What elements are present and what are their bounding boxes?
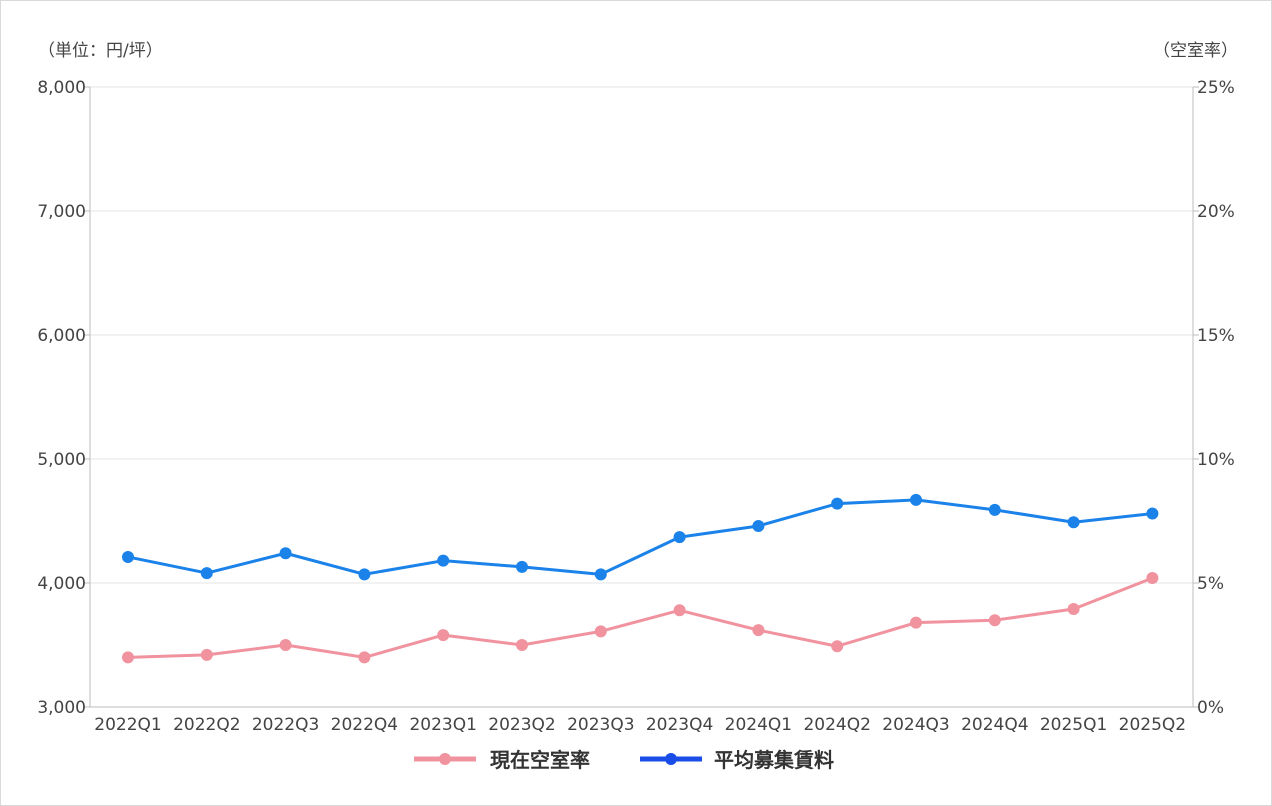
- legend: 現在空室率 平均募集賃料: [414, 748, 834, 772]
- legend-swatch-rent-dot: [665, 753, 677, 765]
- data-point-vacancy: [122, 651, 134, 664]
- y-right-tick-label: 5%: [1197, 574, 1224, 594]
- legend-swatch-vacancy-dot: [439, 753, 451, 765]
- data-point-rent: [752, 519, 765, 532]
- data-point-rent: [279, 547, 292, 560]
- data-point-rent: [673, 531, 686, 544]
- data-point-vacancy: [752, 624, 765, 637]
- data-point-rent: [1067, 516, 1080, 529]
- gridlines: [90, 86, 1193, 584]
- data-point-vacancy: [1146, 572, 1159, 585]
- series-line-rent: [127, 498, 1153, 576]
- x-tick-label: 2024Q4: [961, 715, 1028, 735]
- x-tick-label: 2023Q1: [409, 715, 476, 735]
- x-tick-label: 2024Q3: [882, 715, 949, 735]
- data-point-vacancy: [437, 629, 450, 642]
- left-unit-label: （単位：円/坪）: [38, 41, 163, 61]
- x-tick-labels: 2022Q1 2022Q2 2022Q3 2022Q4 2023Q1 2023Q2 2023…: [94, 715, 1186, 735]
- x-tick-label: 2022Q4: [331, 715, 398, 735]
- data-point-vacancy: [831, 640, 844, 653]
- series-layer: [122, 493, 1159, 664]
- x-tick-label: 2024Q2: [803, 715, 870, 735]
- y-left-tick-label: 3,000: [37, 698, 86, 718]
- data-point-vacancy: [1067, 603, 1080, 616]
- x-tick-label: 2022Q2: [173, 715, 240, 735]
- y-right-tick-label: 20%: [1197, 202, 1235, 222]
- y-left-tick-labels: 3,000 4,000 5,000 6,000 7,000 8,000: [37, 78, 86, 718]
- x-tick-label: 2025Q2: [1119, 715, 1186, 735]
- data-point-rent: [358, 568, 371, 581]
- axes: [84, 86, 1199, 708]
- y-right-tick-label: 10%: [1197, 450, 1235, 470]
- y-right-tick-label: 25%: [1197, 78, 1235, 98]
- right-unit-label: （空室率）: [1153, 41, 1238, 61]
- data-point-rent: [831, 497, 844, 510]
- x-tick-label: 2023Q2: [488, 715, 555, 735]
- y-left-tick-label: 8,000: [37, 78, 86, 98]
- data-point-rent: [122, 550, 134, 563]
- x-tick-label: 2025Q1: [1040, 715, 1107, 735]
- data-point-vacancy: [910, 616, 922, 629]
- data-point-vacancy: [673, 604, 686, 617]
- data-point-rent: [516, 560, 528, 573]
- y-left-tick-label: 6,000: [37, 326, 86, 346]
- y-left-tick-label: 7,000: [37, 202, 86, 222]
- x-tick-label: 2023Q4: [646, 715, 713, 735]
- y-right-tick-label: 15%: [1197, 326, 1235, 346]
- data-point-rent: [910, 493, 922, 506]
- x-tick-label: 2022Q3: [252, 715, 319, 735]
- legend-label-vacancy: 現在空室率: [490, 748, 590, 772]
- data-point-rent: [200, 567, 213, 580]
- y-right-tick-labels: 0% 5% 10% 15% 20% 25%: [1197, 78, 1235, 718]
- y-left-tick-label: 4,000: [37, 574, 86, 594]
- x-tick-label: 2023Q3: [567, 715, 634, 735]
- legend-item-vacancy: 現在空室率: [414, 748, 590, 772]
- data-point-rent: [594, 568, 607, 581]
- legend-label-rent: 平均募集賃料: [714, 748, 834, 772]
- data-point-rent: [988, 503, 1001, 516]
- data-point-vacancy: [358, 651, 371, 664]
- legend-item-rent: 平均募集賃料: [640, 748, 834, 772]
- data-point-rent: [1146, 507, 1159, 520]
- series-line-vacancy: [127, 576, 1153, 659]
- data-point-vacancy: [594, 625, 607, 638]
- data-point-vacancy: [516, 639, 528, 651]
- data-point-vacancy: [988, 614, 1001, 627]
- x-tick-label: 2022Q1: [94, 715, 161, 735]
- data-point-vacancy: [200, 648, 213, 661]
- data-point-rent: [437, 554, 450, 567]
- y-left-tick-label: 5,000: [37, 450, 86, 470]
- y-right-tick-label: 0%: [1197, 698, 1224, 718]
- x-tick-label: 2024Q1: [725, 715, 792, 735]
- data-point-vacancy: [279, 639, 292, 651]
